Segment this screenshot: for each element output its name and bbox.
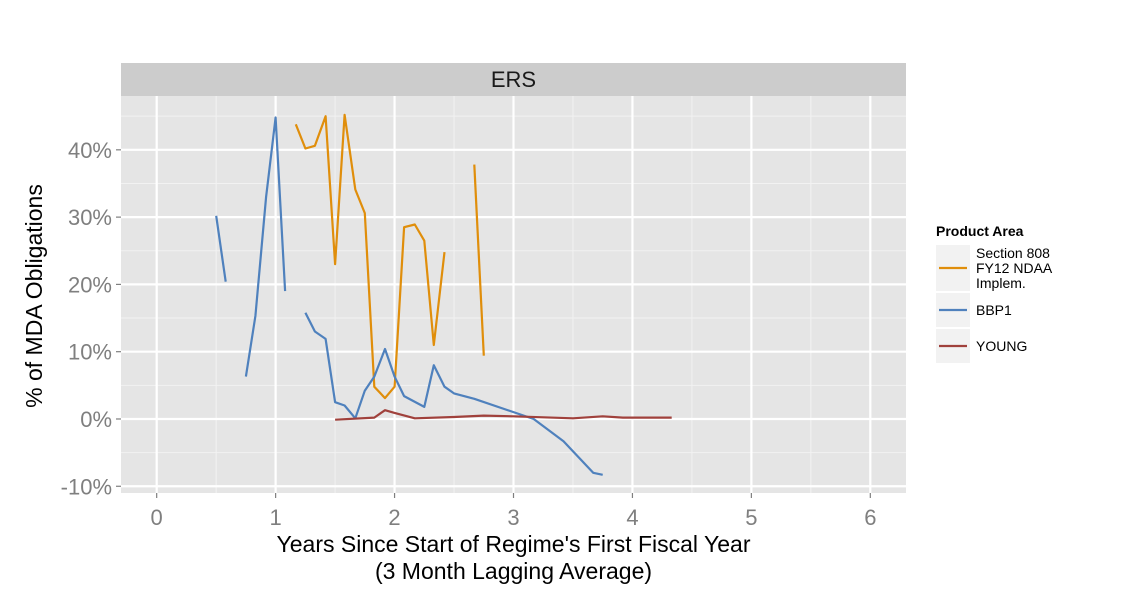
series-line-1-segment-2 [473, 164, 485, 356]
y-tick-label: 40% [68, 138, 112, 163]
major-gridlines [121, 96, 906, 493]
x-axis: 0 1 2 3 4 5 6 [151, 493, 876, 530]
series-line-2-segment-1 [215, 215, 227, 282]
series-line-3-segment-1 [335, 409, 672, 421]
x-tick-label: 1 [269, 505, 281, 530]
y-axis: -10% 0% 10% 20% 30% 40% [61, 138, 121, 499]
series-line-2-segment-2 [244, 116, 287, 377]
legend-label: Implem. [976, 275, 1026, 291]
x-tick-label: 6 [864, 505, 876, 530]
legend-label: BBP1 [976, 302, 1012, 318]
legend-title: Product Area [936, 223, 1024, 239]
x-tick-label: 5 [745, 505, 757, 530]
x-tick-label: 3 [507, 505, 519, 530]
series-line-1-segment-1 [294, 113, 446, 400]
y-tick-label: -10% [61, 474, 112, 499]
x-tick-label: 4 [626, 505, 638, 530]
legend-label: YOUNG [976, 338, 1027, 354]
legend-label: FY12 NDAA [976, 260, 1053, 276]
x-tick-label: 2 [388, 505, 400, 530]
facet-label: ERS [491, 67, 536, 92]
x-tick-label: 0 [151, 505, 163, 530]
y-tick-label: 30% [68, 205, 112, 230]
facet-strip [121, 63, 906, 96]
y-tick-label: 20% [68, 272, 112, 297]
series-lines [215, 113, 672, 476]
y-tick-label: 10% [68, 340, 112, 365]
x-axis-subtitle: (3 Month Lagging Average) [375, 558, 652, 584]
y-tick-label: 0% [80, 407, 112, 432]
x-axis-title: Years Since Start of Regime's First Fisc… [277, 531, 751, 557]
legend-label: Section 808 [976, 245, 1050, 261]
y-axis-title: % of MDA Obligations [21, 184, 47, 408]
